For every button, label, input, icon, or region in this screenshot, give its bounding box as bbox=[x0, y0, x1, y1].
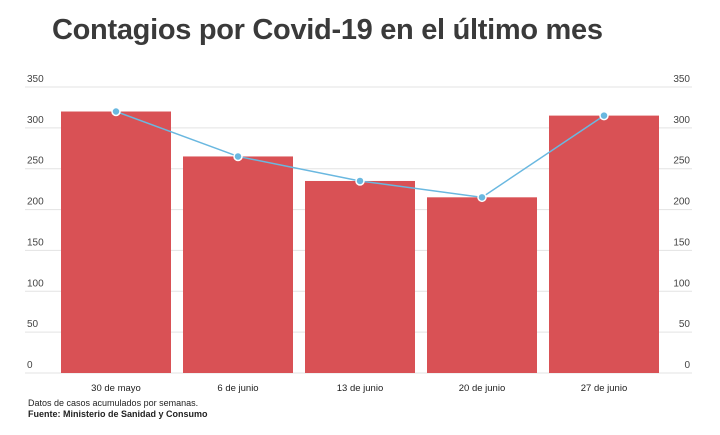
y-tick-label-right: 100 bbox=[673, 278, 690, 289]
x-tick-label: 30 de mayo bbox=[91, 383, 141, 394]
y-tick-label-left: 0 bbox=[27, 360, 33, 371]
line-point bbox=[477, 192, 487, 203]
y-tick-label-left: 200 bbox=[27, 197, 44, 208]
chart-note: Datos de casos acumulados por semanas. bbox=[28, 398, 199, 408]
y-tick-label-right: 250 bbox=[673, 156, 690, 167]
bar bbox=[183, 156, 293, 373]
chart-source: Fuente: Ministerio de Sanidad y Consumo bbox=[28, 409, 208, 419]
x-tick-label: 6 de junio bbox=[217, 383, 258, 394]
bar bbox=[549, 115, 659, 373]
x-tick-label: 20 de junio bbox=[459, 383, 505, 394]
line-point bbox=[111, 106, 121, 117]
y-tick-label-right: 150 bbox=[673, 237, 690, 248]
line-point bbox=[233, 151, 243, 162]
line-point bbox=[599, 110, 609, 121]
chart-title: Contagios por Covid-19 en el último mes bbox=[52, 14, 603, 46]
y-tick-label-right: 200 bbox=[673, 197, 690, 208]
x-tick-label: 27 de junio bbox=[581, 383, 627, 394]
bar bbox=[305, 180, 415, 373]
x-tick-label: 13 de junio bbox=[337, 383, 383, 394]
y-tick-label-left: 50 bbox=[27, 319, 39, 330]
y-tick-label-left: 150 bbox=[27, 237, 44, 248]
bar bbox=[61, 111, 171, 373]
y-tick-label-left: 250 bbox=[27, 156, 44, 167]
y-tick-label-left: 350 bbox=[27, 74, 44, 85]
y-tick-label-right: 300 bbox=[673, 115, 690, 126]
y-tick-label-left: 300 bbox=[27, 115, 44, 126]
y-tick-label-right: 0 bbox=[684, 360, 690, 371]
line-point bbox=[355, 176, 365, 186]
y-tick-label-left: 100 bbox=[27, 278, 44, 289]
y-tick-label-right: 350 bbox=[673, 74, 690, 85]
y-tick-label-right: 50 bbox=[679, 319, 691, 330]
bar bbox=[427, 197, 537, 373]
